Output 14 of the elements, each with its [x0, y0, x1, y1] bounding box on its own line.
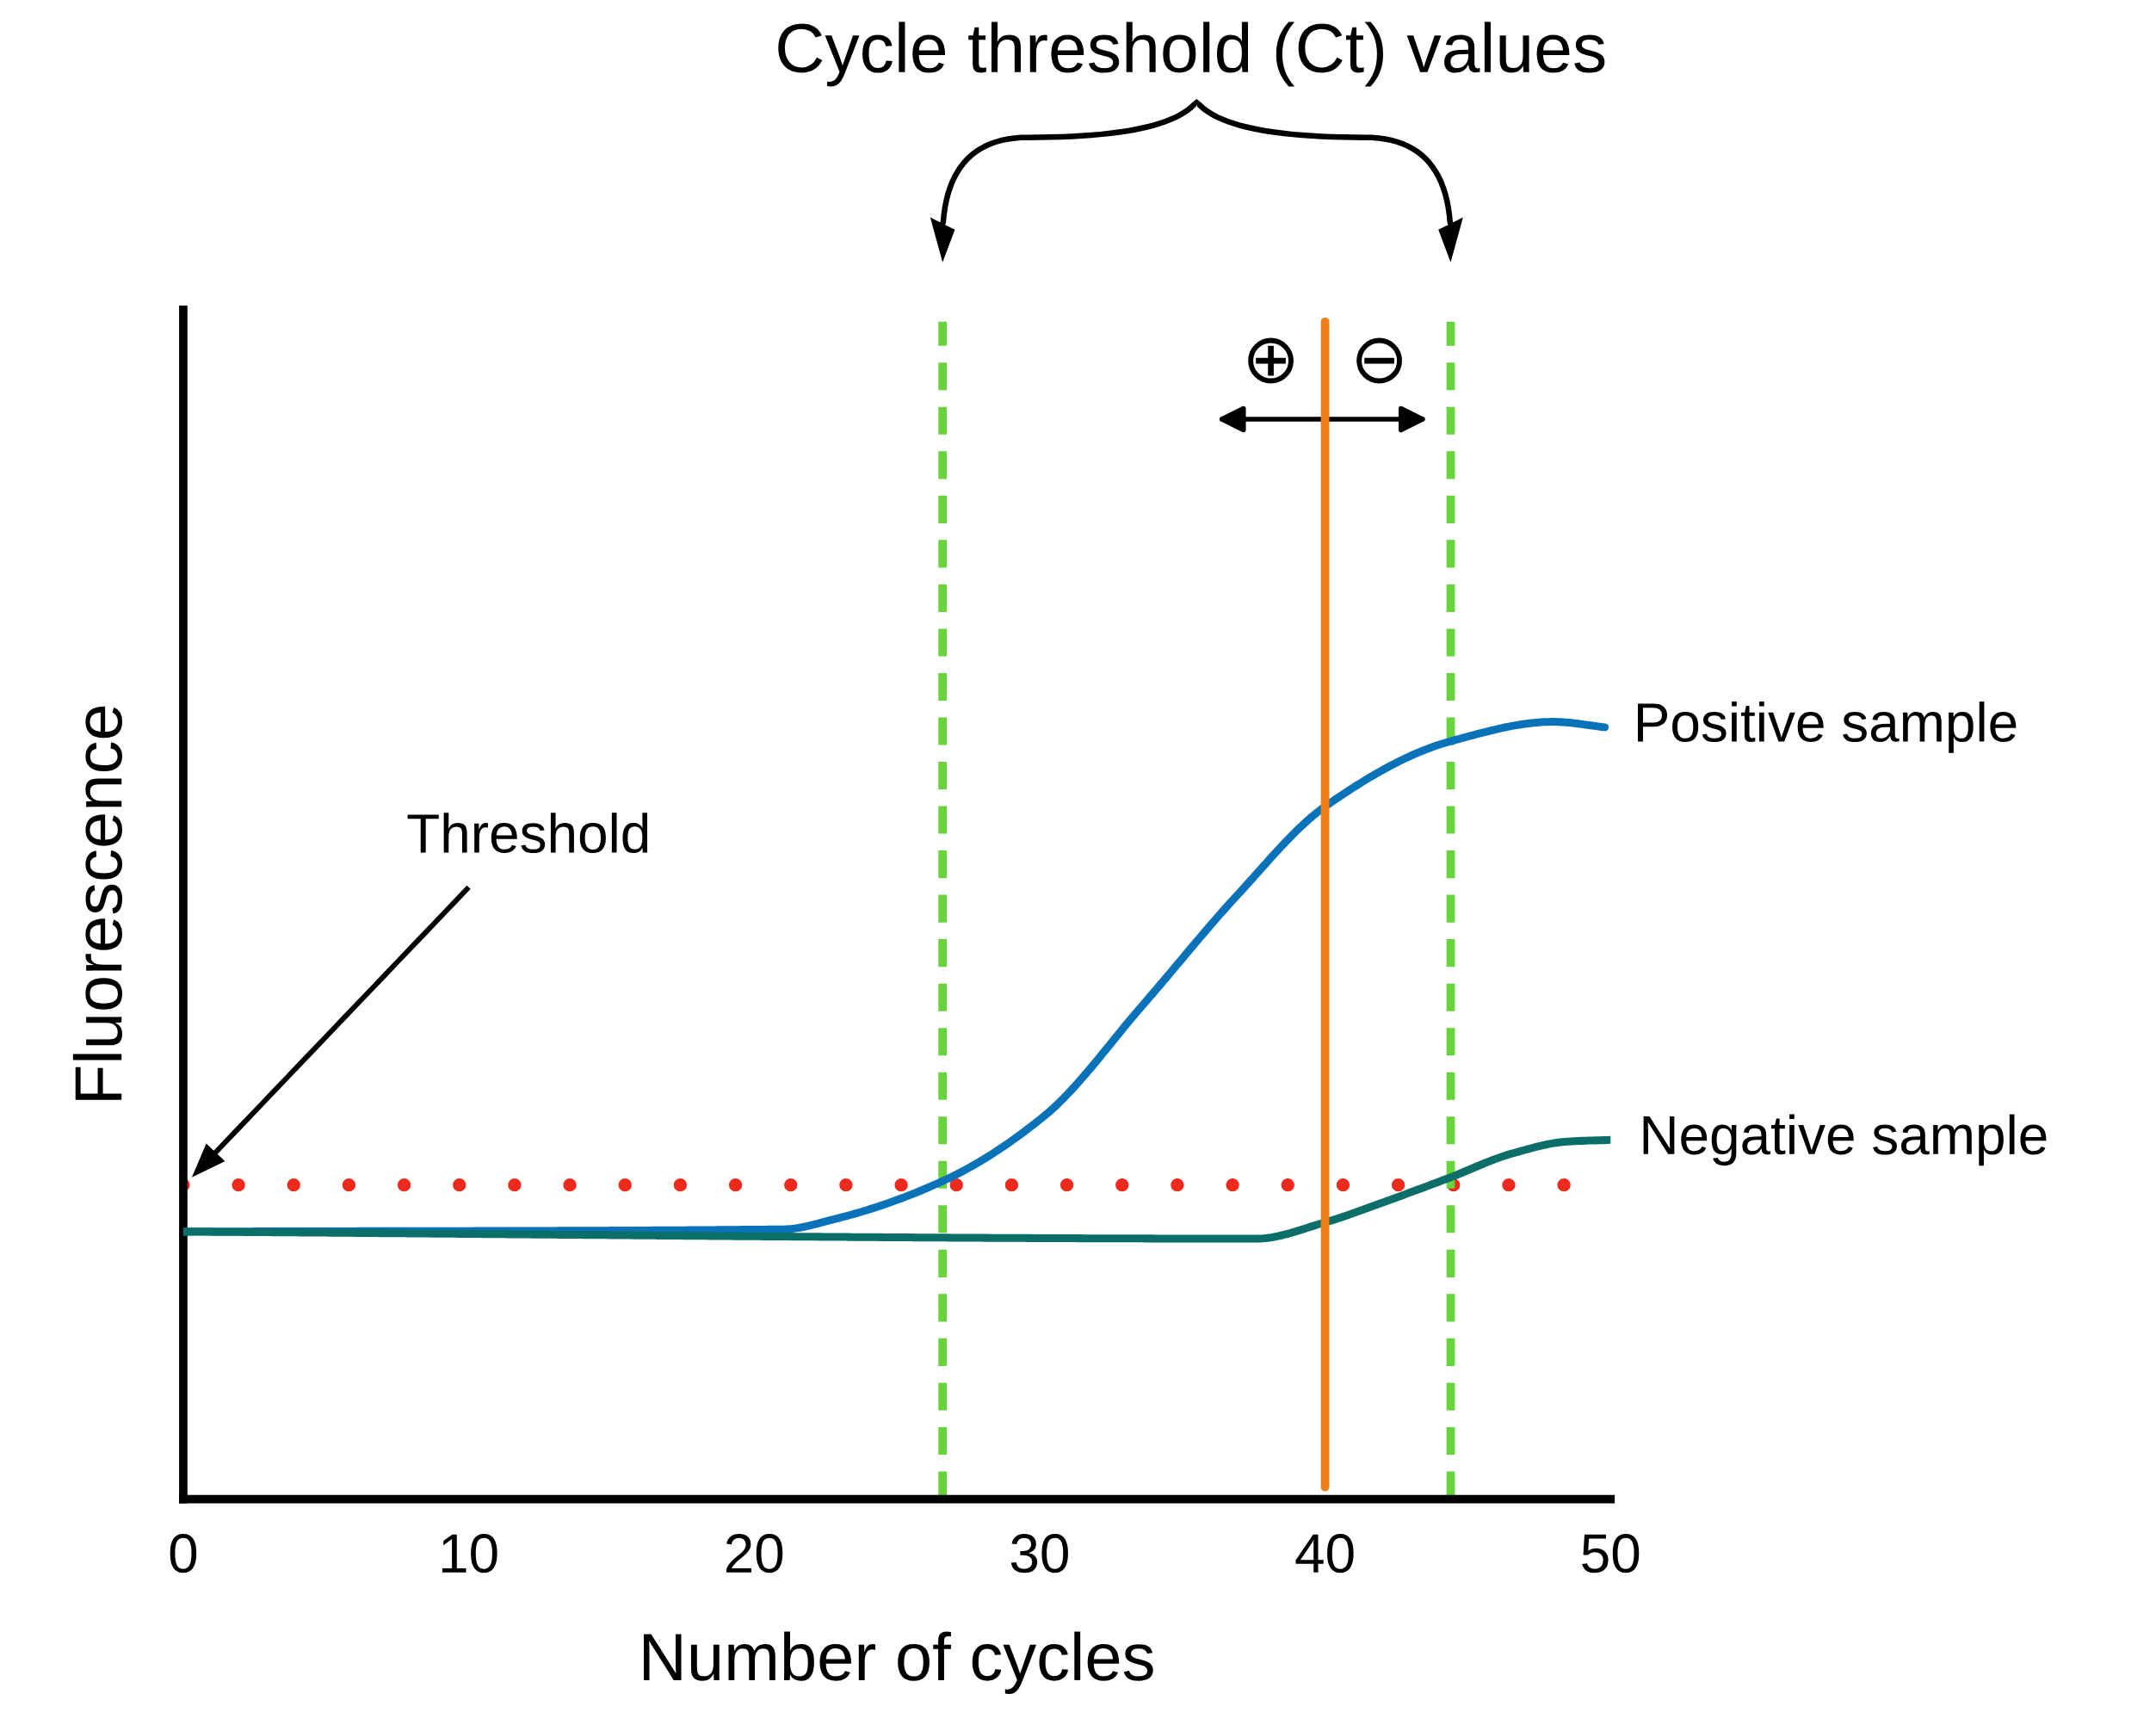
x-tick-label: 50: [1582, 1534, 1640, 1573]
y-axis-title: Fluorescence: [72, 706, 122, 1100]
series-label: Negative sample: [1643, 1114, 2047, 1166]
x-tick-label: 20: [726, 1534, 783, 1573]
x-tick-label: 40: [1295, 1534, 1354, 1573]
x-tick-label: 0: [170, 1534, 197, 1573]
text: ⊕: [1248, 337, 1294, 384]
x-tick-label: 30: [1010, 1534, 1068, 1573]
series-label: Positive sample: [1638, 702, 2017, 753]
text: ⊖: [1356, 337, 1402, 384]
x-tick-label: 10: [442, 1534, 497, 1573]
x-axis-title: Number of cycles: [644, 1631, 1153, 1695]
chart-title: Cycle threshold (Ct) values: [778, 22, 1605, 87]
annotation: Threshold: [407, 813, 648, 854]
